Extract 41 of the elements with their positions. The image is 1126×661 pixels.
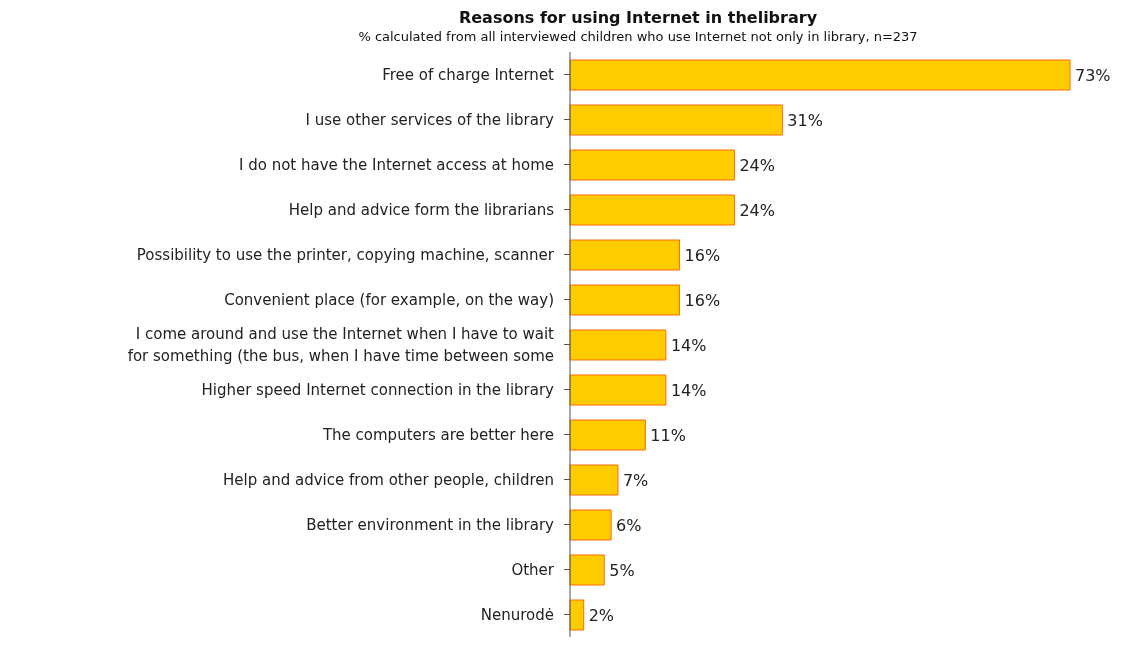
- y-tick-label: The computers are better here: [321, 425, 554, 444]
- data-label: 14%: [670, 380, 707, 400]
- data-label: 24%: [739, 155, 775, 175]
- y-tick-label: I do not have the Internet access at home: [239, 155, 554, 174]
- data-label: 6%: [616, 515, 642, 535]
- data-label: 16%: [684, 290, 721, 310]
- data-label: 5%: [609, 560, 635, 580]
- bar: [569, 554, 605, 586]
- data-label: 24%: [739, 200, 775, 220]
- bar: [569, 59, 1071, 91]
- data-label: 31%: [787, 110, 823, 130]
- y-tick-label: Help and advice from other people, children: [223, 470, 554, 489]
- bar: [569, 284, 681, 316]
- y-tick-label: I use other services of the library: [305, 110, 555, 129]
- bar: [569, 149, 735, 181]
- y-tick-label: Other: [511, 560, 555, 579]
- data-label: 16%: [684, 245, 721, 265]
- data-label: 2%: [588, 605, 615, 625]
- data-label: 7%: [622, 470, 649, 490]
- bar: [569, 509, 612, 541]
- bar: [569, 104, 783, 136]
- chart-subtitle: % calculated from all interviewed children who use Internet not only in library, n=237: [357, 29, 919, 44]
- chart-title: Reasons for using Internet in thelibrary: [457, 8, 819, 27]
- y-tick-label: I come around and use the Internet when I have to wait for something (the bus, when I have time between some: [127, 324, 555, 365]
- bar: [569, 239, 681, 271]
- y-tick-label: Nenurodė: [480, 605, 554, 624]
- data-label: 73%: [1075, 65, 1111, 85]
- data-label: 11%: [650, 425, 686, 445]
- y-tick-label: Convenient place (for example, on the way): [224, 290, 554, 309]
- y-tick-label: Higher speed Internet connection in the library: [201, 380, 555, 399]
- y-tick-label: Help and advice form the librarians: [288, 200, 555, 219]
- bar: [569, 329, 667, 361]
- bar: [569, 599, 585, 631]
- y-tick-label: Better environment in the library: [306, 515, 555, 534]
- bar: [569, 374, 667, 406]
- y-tick-label: Possibility to use the printer, copying machine, scanner: [136, 245, 555, 264]
- bar: [569, 194, 735, 226]
- bar: [569, 419, 646, 451]
- y-tick-label: Free of charge Internet: [382, 65, 555, 84]
- data-label: 14%: [670, 335, 707, 355]
- bar: [569, 464, 619, 496]
